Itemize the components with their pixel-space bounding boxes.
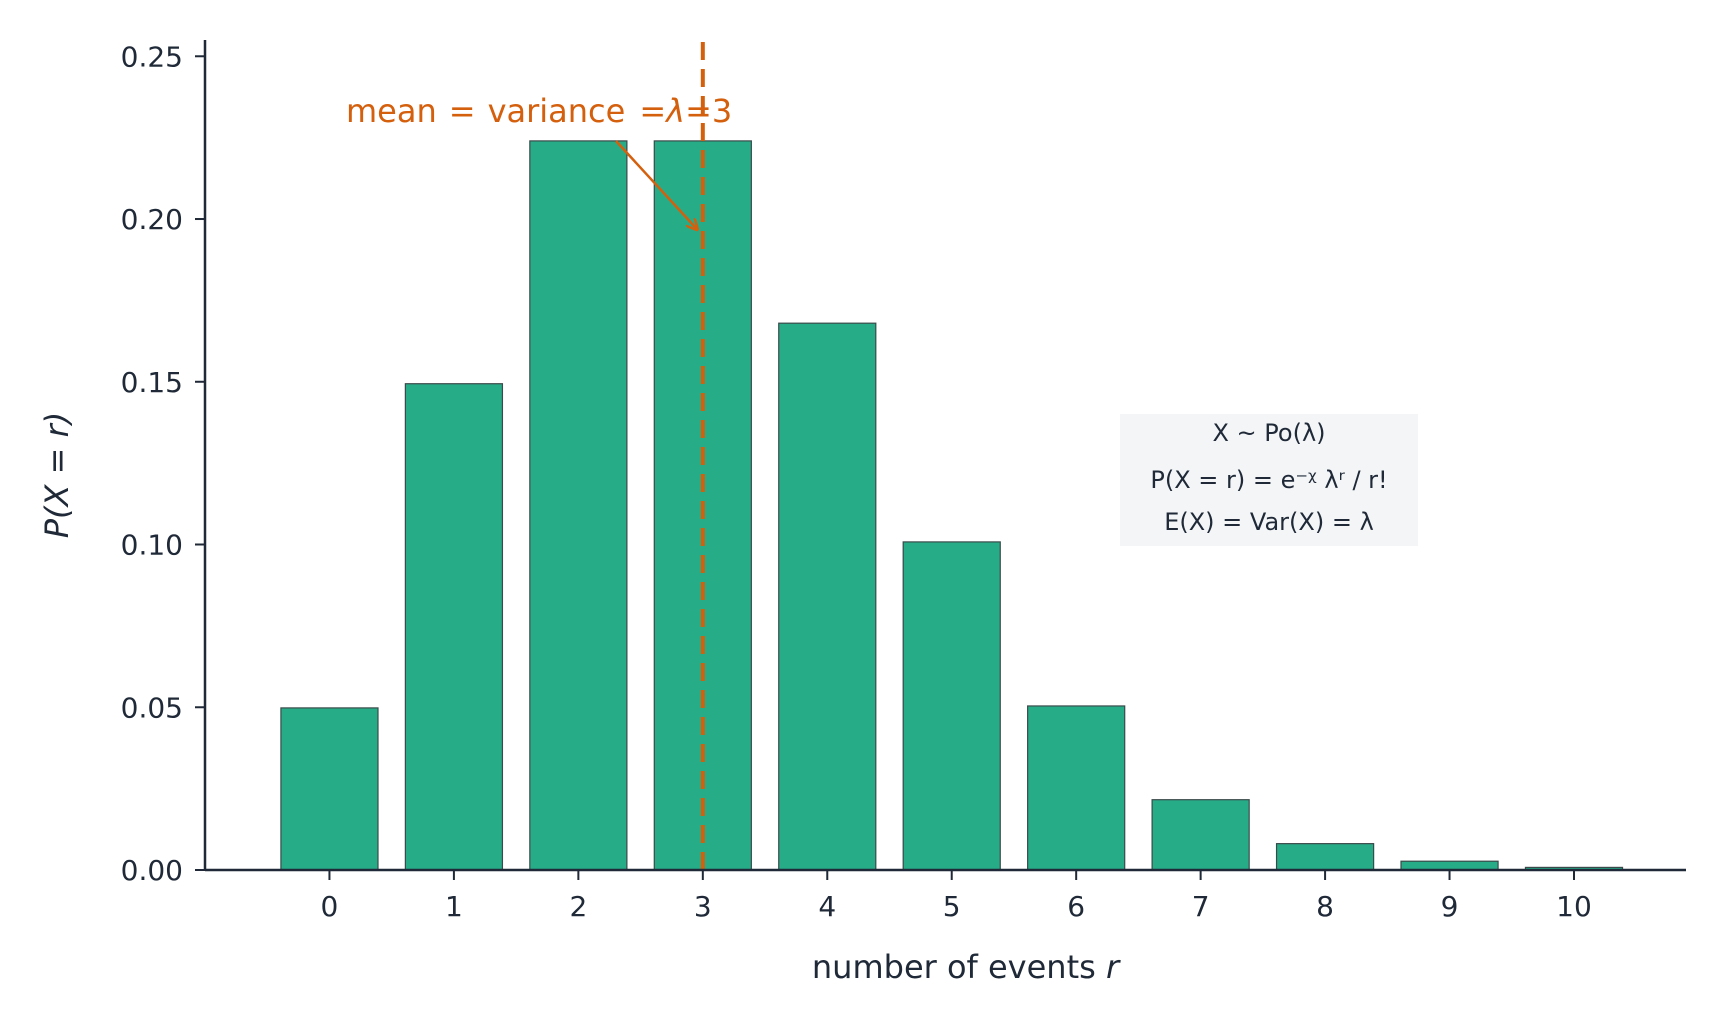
- x-tick-label: 0: [321, 890, 339, 923]
- anno-eq3: =: [685, 92, 712, 130]
- formula-line-3: E(X) = Var(X) = λ: [1164, 508, 1374, 536]
- y-axis-title: P(X = r): [38, 412, 76, 539]
- bar-1: [404, 383, 504, 871]
- x-tick-label: 1: [445, 890, 463, 923]
- x-tick-label: 10: [1556, 890, 1592, 923]
- bar-2: [529, 140, 628, 871]
- axes: [203, 40, 1686, 872]
- x-tick-label: 7: [1192, 890, 1210, 923]
- bar-6: [1027, 705, 1126, 871]
- anno-variance: variance: [488, 92, 626, 130]
- bar-4: [778, 322, 877, 871]
- bar-7: [1151, 799, 1250, 871]
- anno-eq1: =: [449, 92, 476, 130]
- anno-lambda: λ: [664, 92, 685, 130]
- y-tick-label: 0.15: [121, 366, 183, 399]
- y-ticks: 0.00 0.05 0.10 0.15 0.20 0.25: [121, 40, 205, 887]
- bar-5: [902, 541, 1001, 871]
- x-tick-label: 5: [943, 890, 961, 923]
- mean-annotation-label: mean = variance =λ=3: [346, 92, 732, 130]
- bar-9: [1400, 860, 1499, 871]
- formula-box-background: [1120, 414, 1418, 546]
- anno-eq2: =: [639, 92, 666, 130]
- x-tick-label: 2: [569, 890, 587, 923]
- y-tick-label: 0.10: [121, 529, 183, 562]
- formula-line-1: X ~ Po(λ): [1212, 419, 1325, 447]
- x-axis-title: number of events r: [812, 948, 1121, 986]
- x-axis-title-var: r: [1106, 948, 1121, 986]
- anno-mean: mean: [346, 92, 437, 130]
- x-tick-label: 6: [1067, 890, 1085, 923]
- bar-8: [1275, 843, 1375, 871]
- x-tick-label: 4: [818, 890, 836, 923]
- formula-box: X ~ Po(λ) P(X = r) = e⁻ᵡ λʳ / r! E(X) = …: [1120, 414, 1418, 546]
- y-tick-label: 0.00: [121, 854, 183, 887]
- x-tick-label: 9: [1441, 890, 1459, 923]
- y-tick-label: 0.05: [121, 691, 183, 724]
- x-tick-label: 3: [694, 890, 712, 923]
- bars-group: [280, 140, 1624, 871]
- y-tick-label: 0.25: [121, 40, 183, 73]
- formula-line-2: P(X = r) = e⁻ᵡ λʳ / r!: [1150, 466, 1387, 494]
- x-tick-label: 8: [1316, 890, 1334, 923]
- x-axis-title-text: number of events: [812, 948, 1106, 986]
- bar-0: [280, 707, 379, 871]
- x-ticks: 0 1 2 3 4 5 6 7 8 9 10: [321, 870, 1592, 923]
- anno-value: 3: [712, 92, 732, 130]
- mean-annotation-arrow: [615, 140, 697, 229]
- y-tick-label: 0.20: [121, 203, 183, 236]
